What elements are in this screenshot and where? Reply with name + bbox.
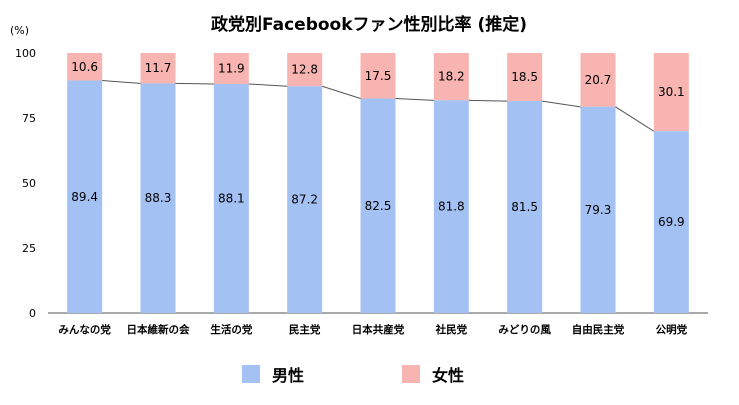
value-label-male: 81.8 bbox=[438, 200, 465, 214]
bar-female bbox=[580, 53, 616, 107]
series-line bbox=[542, 100, 581, 108]
y-tick-label: 0 bbox=[29, 307, 36, 320]
value-label-female: 20.7 bbox=[585, 73, 612, 87]
value-label-female: 10.6 bbox=[71, 60, 98, 74]
value-label-male: 81.5 bbox=[511, 200, 538, 214]
category-label: 民主党 bbox=[289, 323, 321, 336]
y-tick-label: 25 bbox=[22, 242, 36, 255]
bar-male bbox=[433, 100, 469, 313]
series-line bbox=[468, 99, 508, 102]
category-label: 公明党 bbox=[656, 323, 688, 336]
value-label-female: 18.2 bbox=[438, 70, 465, 84]
series-lines bbox=[102, 80, 655, 132]
y-tick-label: 50 bbox=[22, 177, 36, 190]
bar-male bbox=[287, 86, 323, 313]
value-label-male: 87.2 bbox=[291, 193, 318, 207]
category-label: みんなの党 bbox=[58, 323, 111, 336]
value-label-female: 11.9 bbox=[218, 61, 245, 75]
bar-female bbox=[360, 53, 396, 99]
bar-male bbox=[653, 131, 689, 313]
category-label: みどりの風 bbox=[498, 323, 551, 336]
legend-swatch bbox=[242, 365, 260, 383]
bar-male bbox=[360, 98, 396, 313]
y-axis-unit: (%) bbox=[10, 24, 29, 37]
category-label: 日本維新の会 bbox=[127, 323, 190, 336]
value-label-male: 88.1 bbox=[218, 191, 245, 205]
legend-swatch bbox=[402, 365, 420, 383]
series-line bbox=[175, 82, 214, 85]
series-line bbox=[248, 83, 288, 87]
legend-label: 女性 bbox=[432, 366, 464, 385]
bar-female bbox=[507, 53, 543, 102]
bar-male bbox=[580, 106, 616, 313]
bar-female bbox=[213, 53, 249, 84]
y-tick-label: 75 bbox=[22, 112, 36, 125]
bar-female bbox=[67, 53, 103, 81]
bars bbox=[67, 53, 689, 313]
bar-male bbox=[213, 83, 249, 313]
value-label-female: 11.7 bbox=[145, 61, 172, 75]
category-label: 生活の党 bbox=[210, 323, 252, 336]
bar-female bbox=[140, 53, 176, 84]
value-label-male: 88.3 bbox=[145, 191, 172, 205]
series-line bbox=[322, 85, 361, 99]
value-label-male: 89.4 bbox=[71, 190, 98, 204]
category-label: 日本共産党 bbox=[352, 323, 405, 336]
value-label-male: 82.5 bbox=[365, 199, 392, 213]
series-line bbox=[102, 80, 141, 84]
chart-title: 政党別Facebookファン性別比率 (推定) bbox=[211, 14, 527, 35]
series-line bbox=[395, 98, 434, 101]
bar-male bbox=[140, 83, 176, 313]
legend-label: 男性 bbox=[272, 366, 304, 385]
series-line bbox=[615, 106, 655, 132]
bar-female bbox=[287, 53, 323, 87]
bar-male bbox=[67, 80, 103, 313]
category-label: 社民党 bbox=[435, 323, 468, 336]
value-labels: 89.4 10.6 88.3 11.7 88.1 11.9 87.2 12.8 82.5 17.5… bbox=[71, 60, 684, 229]
y-tick-label: 100 bbox=[15, 47, 36, 60]
bar-male bbox=[507, 101, 543, 313]
value-label-female: 12.8 bbox=[291, 63, 318, 77]
value-label-male: 69.9 bbox=[658, 215, 685, 229]
value-label-male: 79.3 bbox=[585, 203, 612, 217]
category-label: 自由民主党 bbox=[572, 323, 625, 336]
bar-female bbox=[653, 53, 689, 132]
bar-female bbox=[433, 53, 469, 101]
legend: 男性 女性 bbox=[242, 365, 464, 385]
value-label-female: 18.5 bbox=[511, 70, 538, 84]
x-axis: みんなの党 日本維新の会 生活の党 民主党 日本共産党 社民党 みどりの風 自由民主党 公明党 bbox=[58, 323, 687, 336]
value-label-female: 30.1 bbox=[658, 85, 685, 99]
value-label-female: 17.5 bbox=[365, 69, 392, 83]
